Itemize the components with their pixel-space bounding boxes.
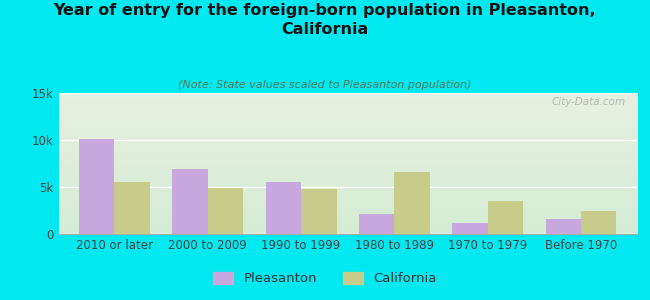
Text: Year of entry for the foreign-born population in Pleasanton,
California: Year of entry for the foreign-born popul… <box>54 3 596 37</box>
Bar <box>208 188 243 234</box>
Bar <box>395 172 430 234</box>
Bar <box>359 214 395 234</box>
Bar <box>79 139 114 234</box>
Bar <box>488 201 523 234</box>
Bar <box>172 169 208 234</box>
Bar <box>301 189 337 234</box>
Bar <box>266 182 301 234</box>
Bar <box>581 211 616 234</box>
Bar <box>114 182 150 234</box>
Legend: Pleasanton, California: Pleasanton, California <box>208 266 442 290</box>
Text: (Note: State values scaled to Pleasanton population): (Note: State values scaled to Pleasanton… <box>178 80 472 89</box>
Text: City-Data.com: City-Data.com <box>551 97 625 107</box>
Bar <box>452 223 488 234</box>
Bar <box>545 219 581 234</box>
